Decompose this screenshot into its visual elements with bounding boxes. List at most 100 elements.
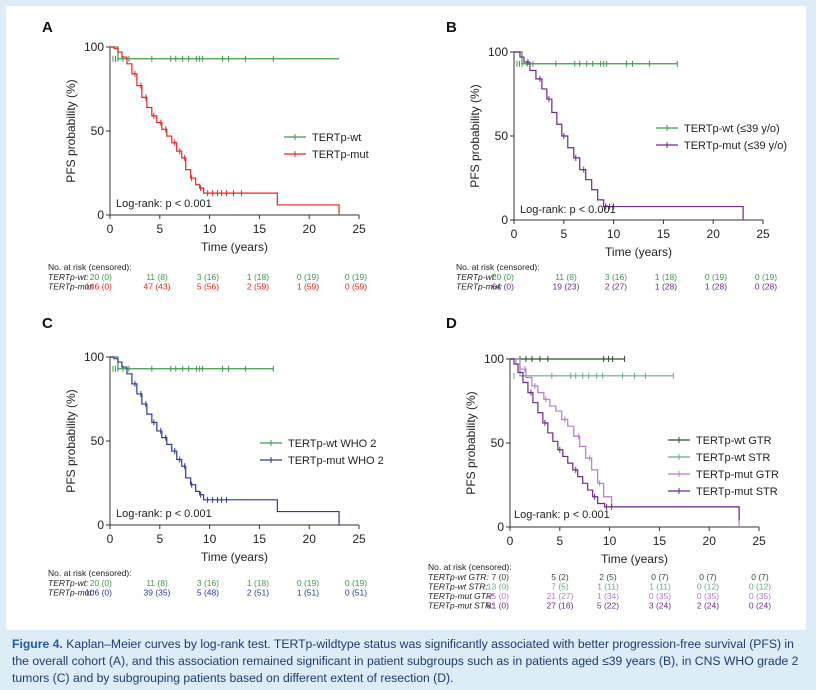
risk-cell: 64 (0) bbox=[492, 282, 514, 292]
series-line-4 bbox=[510, 358, 740, 521]
series-line-2 bbox=[110, 356, 340, 525]
series-line-1 bbox=[514, 51, 678, 65]
y-tick-label: 100 bbox=[84, 40, 104, 54]
y-tick-label: 50 bbox=[495, 129, 509, 143]
figure-caption: Figure 4. Kaplan–Meier curves by log-ran… bbox=[12, 636, 808, 687]
legend-label: TERTp-mut (≤39 y/o) bbox=[684, 140, 787, 152]
x-axis-label: Time (years) bbox=[605, 245, 672, 259]
risk-cell: 0 (19) bbox=[705, 272, 727, 282]
risk-cell: 19 (23) bbox=[553, 282, 580, 292]
panel-c: C 0 5 10 15 20 25 0 50 100 Time (years) PFS probabi… bbox=[42, 315, 384, 598]
risk-cell: 1 (28) bbox=[655, 282, 677, 292]
x-tick-label: 10 bbox=[607, 227, 621, 241]
risk-cell: 5 (2) bbox=[551, 572, 569, 582]
x-tick-label: 25 bbox=[752, 534, 766, 548]
risk-cell: 11 (8) bbox=[555, 272, 577, 282]
risk-cell: 20 (0) bbox=[492, 272, 514, 282]
risk-cell: 1 (11) bbox=[597, 582, 619, 592]
risk-cell: 0 (19) bbox=[297, 578, 319, 588]
risk-cell: 2 (59) bbox=[247, 282, 269, 292]
risk-row-label: TERTp-wt: bbox=[48, 578, 89, 588]
risk-row-label: TERTp-mut: bbox=[48, 588, 95, 598]
risk-row-label: TERTp-wt: bbox=[48, 272, 89, 282]
panel-label: A bbox=[42, 19, 53, 36]
x-tick-label: 10 bbox=[603, 534, 617, 548]
y-axis-label: PFS probability (%) bbox=[464, 391, 478, 494]
risk-cell: 0 (24) bbox=[749, 601, 771, 611]
risk-cell: 0 (19) bbox=[345, 578, 367, 588]
caption-label: Figure 4. bbox=[12, 637, 63, 651]
x-tick-label: 5 bbox=[156, 222, 163, 236]
risk-row-label: TERTp-mut STR: bbox=[428, 601, 494, 611]
x-tick-label: 25 bbox=[352, 222, 366, 236]
y-tick-label: 0 bbox=[501, 213, 508, 227]
risk-cell: 1 (11) bbox=[649, 582, 671, 592]
risk-cell: 5 (56) bbox=[197, 282, 219, 292]
figure-area bbox=[6, 6, 806, 630]
risk-row-label: TERTp-wt GTR: bbox=[428, 572, 489, 582]
risk-cell: 20 (0) bbox=[90, 272, 112, 282]
x-tick-label: 20 bbox=[303, 222, 317, 236]
risk-cell: 0 (7) bbox=[699, 572, 717, 582]
legend-label: TERTp-wt bbox=[312, 132, 361, 144]
series-line-2 bbox=[110, 46, 340, 215]
risk-cell: 0 (19) bbox=[297, 272, 319, 282]
risk-cell: 3 (16) bbox=[197, 272, 219, 282]
x-tick-label: 20 bbox=[703, 534, 717, 548]
x-axis-label: Time (years) bbox=[201, 550, 268, 564]
y-tick-label: 0 bbox=[97, 518, 104, 532]
risk-cell: 3 (16) bbox=[197, 578, 219, 588]
risk-cell: 20 (0) bbox=[90, 578, 112, 588]
risk-row-label: TERTp-mut: bbox=[456, 282, 503, 292]
risk-row-label: TERTp-wt: bbox=[456, 272, 497, 282]
y-tick-label: 0 bbox=[97, 208, 104, 222]
x-axis-label: Time (years) bbox=[201, 240, 268, 254]
risk-cell: 1 (34) bbox=[597, 591, 619, 601]
y-tick-label: 50 bbox=[91, 434, 105, 448]
legend-label: TERTp-mut WHO 2 bbox=[288, 455, 384, 467]
logrank-annotation: Log-rank: p < 0.001 bbox=[116, 508, 212, 520]
panel-b: B 0 5 10 15 20 25 0 50 100 Time (years) PFS probabi… bbox=[446, 19, 787, 292]
series-line-2 bbox=[510, 358, 674, 377]
risk-cell: 1 (28) bbox=[705, 282, 727, 292]
x-tick-label: 5 bbox=[560, 227, 567, 241]
risk-cell: 81 (0) bbox=[487, 601, 509, 611]
risk-cell: 65 (0) bbox=[487, 591, 509, 601]
legend-label: TERTp-mut GTR bbox=[696, 469, 779, 481]
risk-cell: 2 (51) bbox=[247, 588, 269, 598]
risk-cell: 0 (19) bbox=[345, 272, 367, 282]
risk-cell: 0 (35) bbox=[749, 591, 771, 601]
risk-cell: 11 (8) bbox=[146, 272, 168, 282]
risk-cell: 106 (0) bbox=[85, 588, 112, 598]
risk-cell: 0 (28) bbox=[755, 282, 777, 292]
risk-cell: 146 (0) bbox=[85, 282, 112, 292]
risk-cell: 11 (8) bbox=[146, 578, 168, 588]
x-tick-label: 20 bbox=[303, 532, 317, 546]
legend-label: TERTp-wt (≤39 y/o) bbox=[684, 123, 780, 135]
logrank-annotation: Log-rank: p < 0.001 bbox=[116, 198, 212, 210]
risk-table-title: No. at risk (censored): bbox=[48, 568, 132, 578]
risk-cell: 13 (0) bbox=[487, 582, 509, 592]
x-tick-label: 10 bbox=[203, 532, 217, 546]
risk-row-label: TERTp-wt STR: bbox=[428, 582, 488, 592]
risk-cell: 5 (48) bbox=[197, 588, 219, 598]
risk-cell: 7 (0) bbox=[492, 572, 510, 582]
x-tick-label: 5 bbox=[156, 532, 163, 546]
x-tick-label: 15 bbox=[653, 534, 667, 548]
risk-cell: 3 (16) bbox=[605, 272, 627, 282]
legend-label: TERTp-wt GTR bbox=[696, 435, 772, 447]
risk-cell: 0 (35) bbox=[697, 591, 719, 601]
legend-label: TERTp-mut STR bbox=[696, 486, 778, 498]
risk-table-title: No. at risk (censored): bbox=[456, 262, 540, 272]
x-tick-label: 0 bbox=[107, 222, 114, 236]
risk-cell: 0 (51) bbox=[345, 588, 367, 598]
x-tick-label: 10 bbox=[203, 222, 217, 236]
risk-cell: 2 (27) bbox=[605, 282, 627, 292]
risk-cell: 7 (5) bbox=[551, 582, 569, 592]
risk-cell: 0 (7) bbox=[651, 572, 669, 582]
series-line-2 bbox=[514, 51, 744, 220]
y-tick-label: 50 bbox=[91, 124, 105, 138]
y-tick-label: 100 bbox=[484, 352, 504, 366]
y-axis-label: PFS probability (%) bbox=[64, 389, 78, 492]
